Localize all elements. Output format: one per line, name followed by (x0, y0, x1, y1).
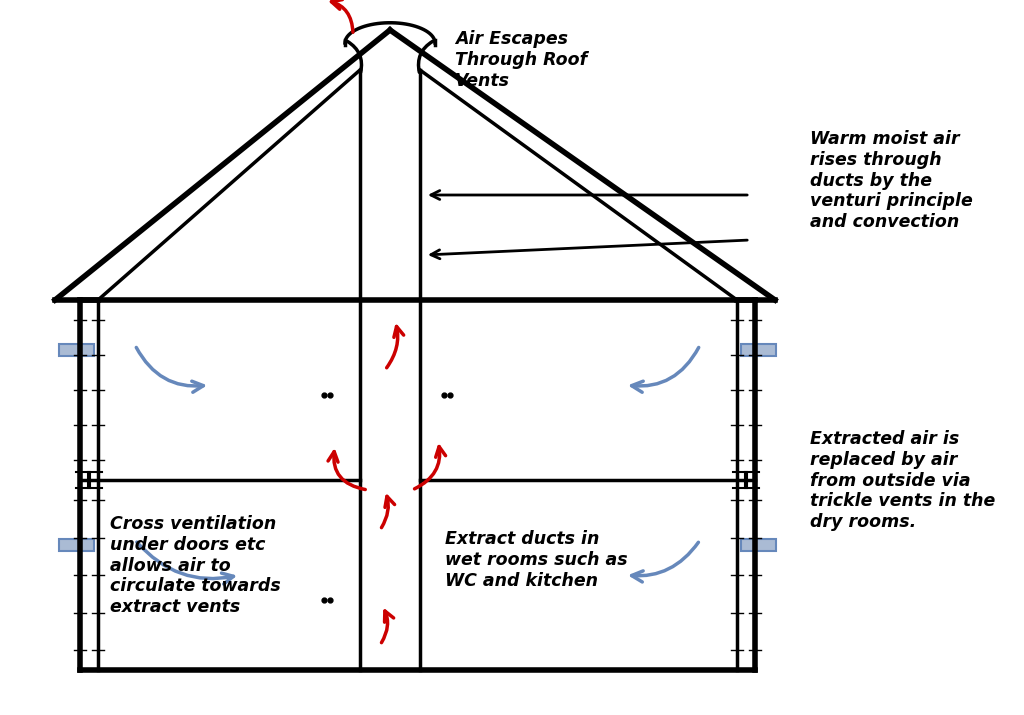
Bar (59, 344, 94, 356)
Text: Extract ducts in
wet rooms such as
WC and kitchen: Extract ducts in wet rooms such as WC an… (445, 530, 628, 590)
Text: Cross ventilation
under doors etc
allows air to
circulate towards
extract vents: Cross ventilation under doors etc allows… (110, 515, 281, 616)
Bar (741, 539, 776, 551)
Text: Air Escapes
Through Roof
Vents: Air Escapes Through Roof Vents (455, 30, 587, 89)
Bar (741, 344, 776, 356)
Bar (59, 539, 94, 551)
Text: Extracted air is
replaced by air
from outside via
trickle vents in the
dry rooms: Extracted air is replaced by air from ou… (810, 430, 995, 531)
Text: Warm moist air
rises through
ducts by the
venturi principle
and convection: Warm moist air rises through ducts by th… (810, 130, 973, 231)
